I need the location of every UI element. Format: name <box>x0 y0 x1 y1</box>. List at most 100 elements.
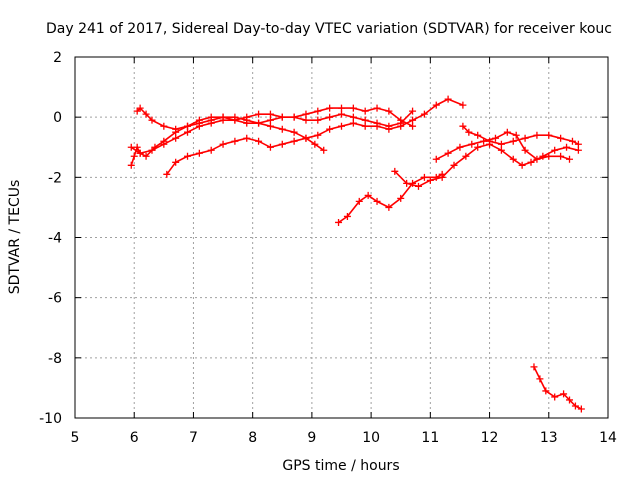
data-point <box>195 122 203 130</box>
y-tick-label: -2 <box>48 170 62 186</box>
x-tick-label: 12 <box>481 430 499 446</box>
data-point <box>373 122 381 130</box>
x-axis-label: GPS time / hours <box>282 458 399 474</box>
data-point <box>320 146 328 154</box>
data-point <box>518 161 526 169</box>
data-point <box>426 176 434 184</box>
data-point <box>338 104 345 112</box>
data-point <box>574 140 582 148</box>
data-point <box>480 137 488 145</box>
data-point <box>184 152 192 160</box>
data-point <box>326 113 334 121</box>
series-trace-2 <box>133 104 417 133</box>
series-trace-6 <box>335 170 446 226</box>
data-point <box>409 107 417 115</box>
x-tick-label: 13 <box>540 430 558 446</box>
data-point <box>533 155 541 163</box>
data-point <box>373 197 381 205</box>
data-point <box>136 149 144 157</box>
y-tick-label: -6 <box>48 291 62 307</box>
data-point <box>266 143 274 151</box>
data-point <box>521 134 529 142</box>
data-point <box>195 116 203 124</box>
data-point <box>545 152 553 160</box>
data-point <box>509 155 517 163</box>
data-point <box>148 146 156 154</box>
data-point <box>432 155 440 163</box>
data-point <box>468 140 476 148</box>
x-tick-label: 11 <box>421 430 439 446</box>
data-point <box>255 137 263 145</box>
data-point <box>474 143 482 151</box>
data-point <box>278 113 286 121</box>
data-point <box>361 122 369 130</box>
data-point <box>385 203 393 211</box>
data-point <box>314 131 322 139</box>
data-point <box>266 110 274 118</box>
chart-title: Day 241 of 2017, Sidereal Day-to-day VTE… <box>46 21 612 37</box>
data-point <box>335 218 343 226</box>
data-point <box>207 119 215 127</box>
data-point <box>409 122 417 130</box>
data-point <box>497 146 505 154</box>
data-point <box>231 116 239 124</box>
data-point <box>172 158 180 166</box>
data-point <box>536 375 544 383</box>
data-point <box>527 158 535 166</box>
data-point <box>290 137 298 145</box>
data-point <box>127 161 135 169</box>
data-point <box>326 125 334 133</box>
series-trace-8 <box>432 128 574 163</box>
data-point <box>568 137 576 145</box>
data-point <box>571 402 579 410</box>
data-point <box>566 396 574 404</box>
data-point <box>266 122 274 130</box>
data-point <box>361 116 369 124</box>
data-point <box>551 393 559 401</box>
data-point <box>438 173 446 181</box>
y-tick-label: 0 <box>53 110 62 126</box>
series-line <box>533 366 582 410</box>
data-point <box>290 113 298 121</box>
series-trace-4 <box>163 95 467 178</box>
data-point <box>465 128 473 136</box>
data-point <box>444 149 452 157</box>
series-trace-3 <box>127 107 417 157</box>
data-point <box>349 104 357 112</box>
y-tick-label: -8 <box>48 351 62 367</box>
data-point <box>432 101 440 109</box>
data-point <box>243 119 251 127</box>
data-point <box>130 152 138 160</box>
data-point <box>364 191 372 199</box>
data-point <box>373 104 381 112</box>
data-point <box>163 170 171 178</box>
x-tick-label: 14 <box>599 430 617 446</box>
data-point <box>349 113 357 121</box>
data-point <box>184 128 192 136</box>
data-point <box>338 122 345 130</box>
data-point <box>574 146 582 154</box>
data-point <box>219 140 227 148</box>
series-line <box>394 143 579 188</box>
data-point <box>486 140 494 148</box>
data-point <box>432 173 440 181</box>
data-point <box>302 116 310 124</box>
data-point <box>160 140 168 148</box>
data-point <box>420 110 428 118</box>
data-point <box>243 134 251 142</box>
data-point <box>560 390 568 398</box>
y-tick-labels: -10 -8 -6 -4 -2 0 2 <box>39 50 62 427</box>
data-point <box>133 143 141 151</box>
data-point <box>530 363 538 371</box>
x-tick-labels: 5 6 7 8 9 10 11 12 13 14 <box>71 430 617 446</box>
data-point <box>184 122 192 130</box>
data-point <box>290 128 298 136</box>
data-point <box>444 95 452 103</box>
y-tick-label: 2 <box>53 50 62 66</box>
x-tick-label: 8 <box>248 430 257 446</box>
data-point <box>409 116 417 124</box>
data-point <box>127 143 135 151</box>
data-point <box>361 107 369 115</box>
data-point <box>326 104 334 112</box>
